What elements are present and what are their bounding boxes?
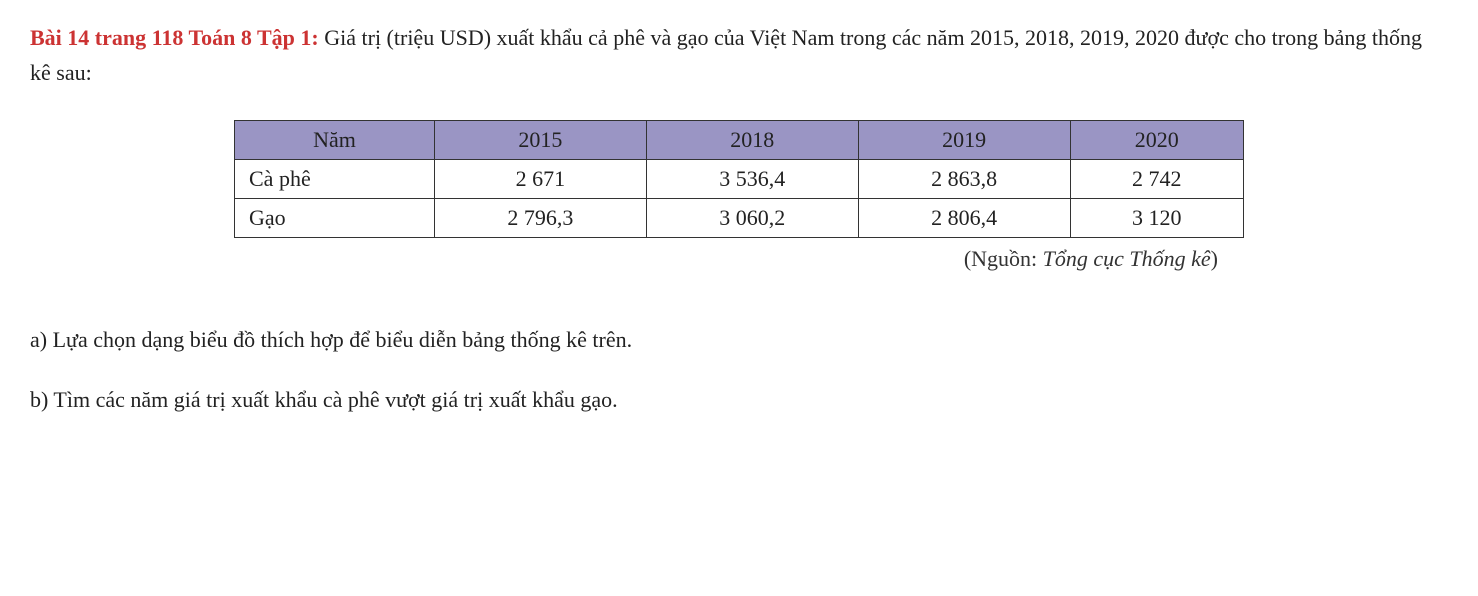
- cell-rice-2020: 3 120: [1070, 199, 1243, 238]
- data-table: Năm 2015 2018 2019 2020 Cà phê 2 671 3 5…: [234, 120, 1244, 238]
- cell-coffee-2019: 2 863,8: [858, 160, 1070, 199]
- source-suffix: ): [1211, 246, 1218, 271]
- source-name: Tổng cục Thống kê: [1043, 246, 1211, 271]
- cell-rice-2018: 3 060,2: [646, 199, 858, 238]
- col-header-2020: 2020: [1070, 121, 1243, 160]
- row-label-coffee: Cà phê: [235, 160, 435, 199]
- cell-coffee-2018: 3 536,4: [646, 160, 858, 199]
- col-header-2019: 2019: [858, 121, 1070, 160]
- question-a: a) Lựa chọn dạng biểu đồ thích hợp để bi…: [30, 322, 1448, 357]
- col-header-year-label: Năm: [235, 121, 435, 160]
- table-row: Cà phê 2 671 3 536,4 2 863,8 2 742: [235, 160, 1244, 199]
- cell-coffee-2020: 2 742: [1070, 160, 1243, 199]
- intro-paragraph: Bài 14 trang 118 Toán 8 Tập 1: Giá trị (…: [30, 20, 1448, 90]
- exercise-title: Bài 14 trang 118 Toán 8 Tập 1:: [30, 25, 319, 50]
- cell-coffee-2015: 2 671: [435, 160, 647, 199]
- source-note: (Nguồn: Tổng cục Thống kê): [30, 246, 1448, 272]
- row-label-rice: Gạo: [235, 199, 435, 238]
- table-row: Gạo 2 796,3 3 060,2 2 806,4 3 120: [235, 199, 1244, 238]
- cell-rice-2019: 2 806,4: [858, 199, 1070, 238]
- col-header-2018: 2018: [646, 121, 858, 160]
- source-prefix: (Nguồn:: [964, 246, 1043, 271]
- cell-rice-2015: 2 796,3: [435, 199, 647, 238]
- col-header-2015: 2015: [435, 121, 647, 160]
- table-container: Năm 2015 2018 2019 2020 Cà phê 2 671 3 5…: [30, 120, 1448, 238]
- question-b: b) Tìm các năm giá trị xuất khẩu cà phê …: [30, 382, 1448, 417]
- table-header-row: Năm 2015 2018 2019 2020: [235, 121, 1244, 160]
